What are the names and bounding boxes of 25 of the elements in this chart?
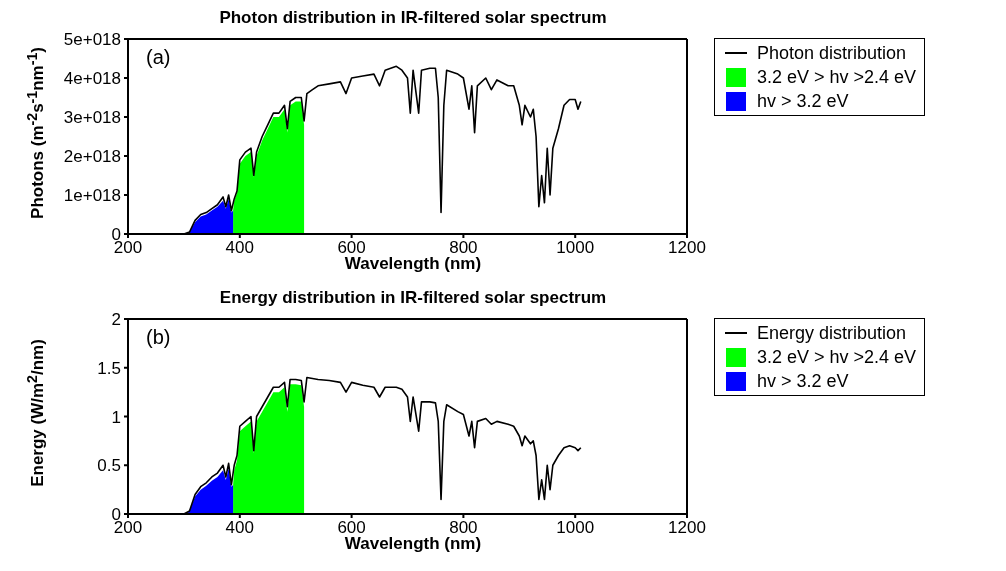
- y-tick-label: 5e+018: [63, 30, 121, 50]
- y-tick-label: 3e+018: [63, 108, 121, 128]
- x-tick-label: 400: [225, 238, 254, 258]
- x-tick-label: 1200: [668, 518, 706, 538]
- y-tick-label: 2: [111, 310, 121, 330]
- annotation: (a): [146, 46, 171, 69]
- x-tick-label: 1000: [556, 518, 595, 538]
- annotation: (b): [146, 326, 171, 349]
- x-tick-label: 1200: [668, 238, 706, 258]
- chart-title: Energy distribution in IR-filtered solar spectrum: [218, 288, 608, 308]
- x-tick-label: 1000: [556, 238, 595, 258]
- chart-title: Photon distribution in IR-filtered solar spectrum: [218, 8, 608, 28]
- legend-label: 3.2 eV > hv >2.4 eV: [757, 346, 917, 368]
- y-tick-label: 1: [111, 407, 121, 427]
- legend-label: Energy distribution: [757, 322, 907, 344]
- legend-label: hv > 3.2 eV: [757, 370, 849, 392]
- y-tick-label: 1e+018: [63, 186, 121, 206]
- legend-label: Photon distribution: [757, 42, 907, 64]
- legend-label: hv > 3.2 eV: [757, 90, 849, 112]
- legend-label: 3.2 eV > hv >2.4 eV: [757, 66, 917, 88]
- y-tick-label: 4e+018: [63, 69, 121, 89]
- y-tick-label: 2e+018: [63, 147, 121, 167]
- x-tick-label: 400: [225, 518, 254, 538]
- y-tick-label: 1.5: [97, 358, 121, 378]
- y-tick-label: 0.5: [97, 456, 121, 476]
